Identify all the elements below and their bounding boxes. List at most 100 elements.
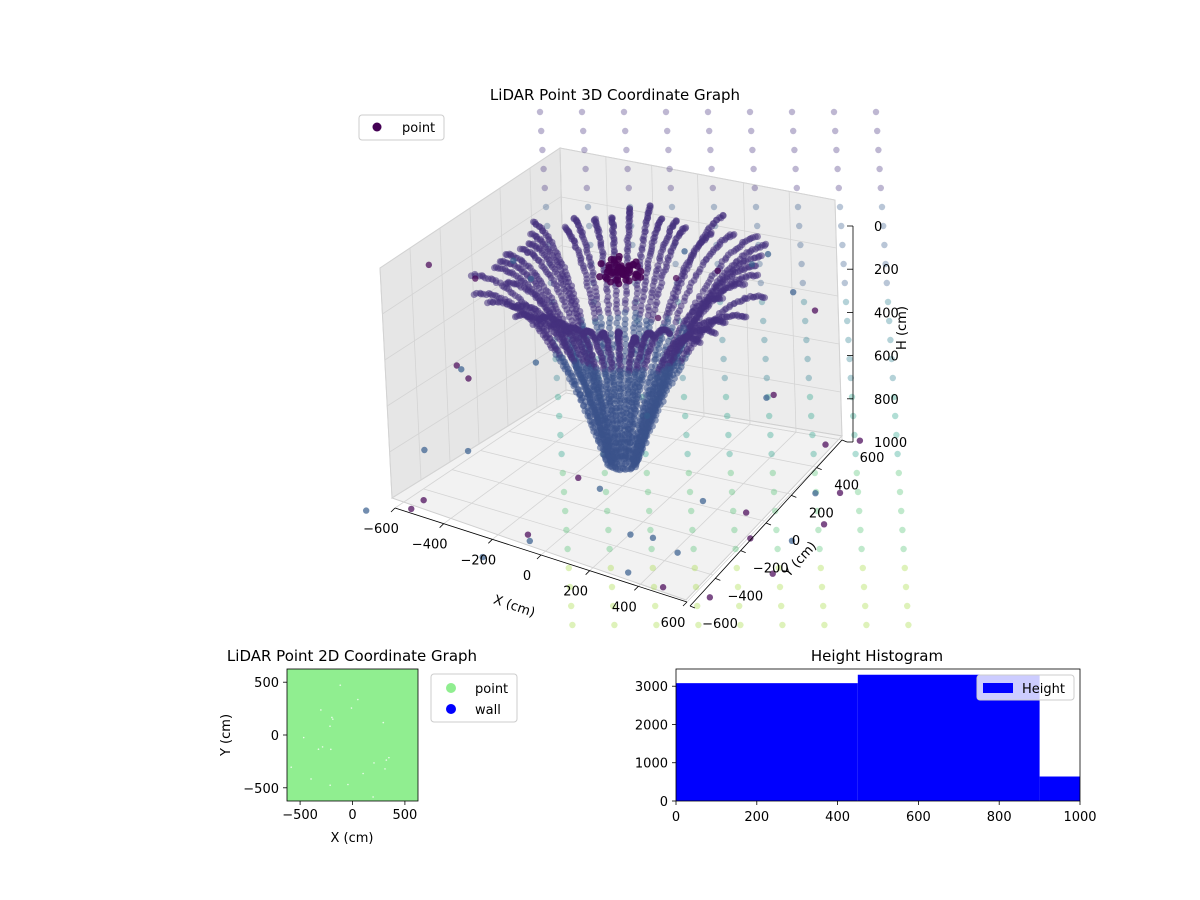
cloud-point: [590, 309, 598, 317]
cloud-point: [766, 412, 773, 420]
plot-2d: LiDAR Point 2D Coordinate Graph −500 0 500…: [219, 647, 518, 846]
point-speck: [388, 756, 390, 759]
cloud-point: [649, 564, 656, 572]
cloud-point: [622, 347, 629, 355]
point-speck: [373, 762, 375, 764]
left-grid-line: [382, 196, 562, 315]
legend-2d: point wall: [430, 673, 518, 723]
cloud-point: [788, 537, 796, 545]
cloud-point: [631, 410, 639, 417]
cloud-point: [796, 222, 803, 230]
cloud-point: [731, 526, 738, 534]
y-tick-label-hist: 2000: [635, 718, 668, 733]
cloud-point: [684, 450, 691, 458]
cloud-point: [884, 298, 892, 306]
cloud-point: [524, 531, 532, 538]
cloud-point: [737, 621, 744, 629]
cloud-point: [727, 469, 734, 477]
cloud-point: [844, 317, 851, 325]
cloud-point: [621, 416, 629, 424]
cloud-point: [604, 507, 611, 515]
cloud-point: [643, 412, 651, 419]
cloud-point: [421, 446, 428, 454]
cloud-point: [757, 279, 764, 287]
cloud-point: [707, 146, 714, 154]
legend-hist-label: Height: [1022, 682, 1065, 697]
cloud-point: [595, 308, 603, 316]
y-tick-label-2d: 500: [254, 676, 279, 691]
cloud-point: [627, 531, 634, 538]
cloud-point: [643, 469, 650, 477]
cloud-point: [797, 241, 804, 249]
cloud-point: [806, 393, 814, 401]
cloud-point: [691, 564, 698, 572]
cloud-point: [775, 564, 782, 572]
grid-3d: [379, 147, 843, 603]
cloud-point: [558, 450, 565, 458]
cloud-point: [754, 222, 761, 230]
cloud-point: [556, 412, 563, 420]
x-tick-label-3d: −600: [363, 522, 399, 537]
cloud-point: [809, 431, 816, 439]
cloud-point: [610, 602, 617, 610]
cloud-point: [839, 241, 846, 249]
cloud-point: [637, 446, 645, 453]
point-speck: [317, 748, 320, 751]
left-grid-line: [469, 207, 480, 445]
cloud-point: [621, 300, 629, 307]
cloud-point: [629, 423, 636, 431]
cloud-point: [472, 275, 479, 282]
cloud-point: [812, 490, 819, 497]
cloud-point: [569, 621, 576, 629]
left-grid-line: [379, 147, 561, 269]
cloud-point: [838, 222, 845, 230]
cloud-point: [614, 309, 622, 317]
cloud-point: [699, 288, 707, 295]
cloud-point: [596, 485, 604, 492]
cloud-point: [582, 165, 589, 173]
cloud-point: [895, 469, 902, 477]
z-tick-label-3d: 800: [874, 393, 899, 408]
back-grid-line: [742, 182, 751, 425]
cloud-point: [479, 553, 486, 561]
cloud-point: [605, 309, 612, 317]
histogram-bars: [676, 674, 1080, 801]
cloud-point: [768, 450, 775, 458]
back-grid-line: [788, 191, 797, 433]
y-tick-label-3d: 200: [809, 506, 834, 521]
point-speck: [372, 796, 374, 798]
cloud-point: [631, 304, 639, 312]
cloud-point: [538, 127, 545, 135]
cloud-point: [612, 291, 620, 299]
cloud-point: [653, 293, 660, 301]
cloud-point: [562, 507, 569, 515]
cloud-point: [896, 488, 904, 496]
cloud-point: [733, 564, 740, 572]
cloud-point: [640, 288, 647, 296]
cloud-point: [568, 602, 575, 610]
cloud-point: [902, 583, 910, 591]
cloud-point: [904, 602, 911, 610]
y-tick-label-hist: 1000: [635, 757, 668, 772]
cloud-point: [898, 507, 905, 515]
cloud-point: [644, 311, 652, 319]
ticks-hist: 0 200 400 600 800 1000 0 1000 2000 3000: [635, 680, 1097, 825]
cloud-point: [667, 184, 674, 192]
cloud-point: [689, 526, 696, 534]
legend-3d-frame: [358, 114, 445, 141]
left-grid-line: [384, 244, 563, 361]
x-tick-3d: [634, 586, 639, 591]
cloud-point: [875, 146, 882, 154]
cloud-point: [408, 505, 415, 513]
y-tick-label-3d: −600: [702, 617, 738, 632]
cloud-point: [734, 583, 742, 591]
cloud-point: [732, 545, 739, 553]
cloud-point: [876, 165, 883, 173]
cloud-point: [672, 318, 680, 326]
cloud-point: [672, 260, 679, 268]
cloud-point: [778, 602, 785, 610]
point-speck: [385, 759, 388, 761]
cloud-point: [886, 317, 893, 325]
cloud-point: [685, 469, 692, 477]
floor-grid-line: [686, 439, 843, 603]
